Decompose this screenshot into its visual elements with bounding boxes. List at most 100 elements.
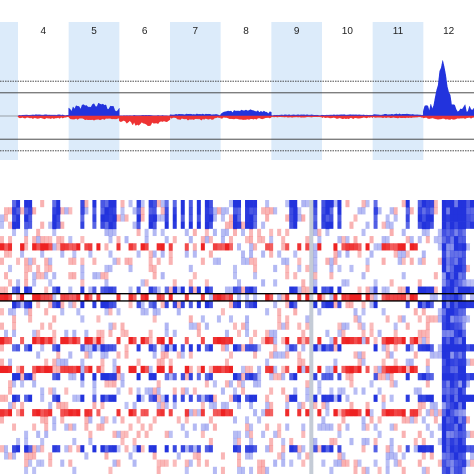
- heatmap-cell: [277, 416, 282, 424]
- heatmap-cell: [417, 409, 423, 417]
- heatmap-cell: [305, 286, 310, 295]
- heatmap-cell: [469, 365, 474, 374]
- heatmap-cell: [40, 416, 45, 424]
- heatmap-cell: [104, 358, 109, 367]
- heatmap-cell: [204, 351, 210, 359]
- heatmap-cell: [64, 250, 69, 258]
- heatmap-cell: [393, 257, 398, 266]
- heatmap-cell: [445, 466, 451, 474]
- heatmap-cell: [220, 250, 226, 258]
- heatmap-cell: [152, 250, 157, 258]
- heatmap-cell: [68, 221, 73, 230]
- heatmap-cell: [341, 351, 346, 359]
- heatmap-cell: [457, 286, 463, 295]
- heatmap-cell: [116, 344, 121, 352]
- heatmap-cell: [8, 409, 13, 417]
- heatmap-cell: [381, 365, 386, 374]
- heatmap-cell: [184, 264, 190, 273]
- heatmap-cell: [100, 293, 105, 302]
- heatmap-cell: [285, 200, 290, 208]
- heatmap-cell: [4, 257, 9, 266]
- heatmap-cell: [52, 445, 57, 453]
- heatmap-cell: [208, 416, 214, 424]
- heatmap-cell: [277, 300, 282, 309]
- heatmap-cell: [176, 452, 182, 460]
- heatmap-cell: [96, 315, 101, 323]
- heatmap-cell: [345, 200, 350, 208]
- heatmap-cell: [40, 387, 45, 395]
- heatmap-cell: [20, 373, 25, 381]
- heatmap-cell: [156, 401, 161, 410]
- heatmap-cell: [40, 221, 45, 230]
- heatmap-cell: [12, 423, 17, 432]
- heatmap-cell: [297, 286, 302, 295]
- heatmap-cell: [357, 394, 362, 403]
- heatmap-cell: [156, 250, 161, 258]
- heatmap-cell: [417, 387, 423, 395]
- heatmap-cell: [273, 264, 278, 273]
- heatmap-cell: [188, 250, 194, 258]
- heatmap-cell: [108, 430, 113, 439]
- heatmap-cell: [325, 351, 330, 359]
- heatmap-cell: [453, 452, 459, 460]
- heatmap-cell: [257, 279, 262, 287]
- heatmap-cell: [64, 228, 69, 237]
- heatmap-cell: [465, 452, 471, 460]
- heatmap-cell: [8, 452, 13, 460]
- heatmap-cell: [469, 308, 474, 316]
- heatmap-cell: [341, 228, 346, 237]
- heatmap-cell: [80, 250, 85, 258]
- heatmap-cell: [409, 394, 415, 403]
- heatmap-cell: [269, 308, 274, 316]
- heatmap-cell: [220, 300, 226, 309]
- heatmap-cell: [224, 236, 230, 244]
- band-chr-11: [372, 22, 424, 160]
- heatmap-cell: [24, 243, 29, 251]
- heatmap-cell: [160, 337, 165, 345]
- heatmap-cell: [305, 365, 310, 374]
- heatmap-cell: [341, 416, 346, 424]
- heatmap-cell: [4, 423, 9, 432]
- heatmap-cell: [8, 214, 13, 222]
- heatmap-cell: [445, 409, 451, 417]
- heatmap-cell: [104, 430, 109, 439]
- heatmap-cell: [285, 466, 290, 474]
- heatmap-cell: [204, 221, 210, 230]
- heatmap-cell: [68, 452, 73, 460]
- heatmap-cell: [216, 286, 222, 295]
- heatmap-cell: [12, 416, 17, 424]
- heatmap-cell: [241, 394, 246, 403]
- heatmap-cell: [461, 315, 467, 323]
- heatmap-cell: [381, 437, 386, 446]
- heatmap-cell: [333, 344, 338, 352]
- heatmap-cell: [365, 452, 370, 460]
- heatmap-cell: [461, 358, 467, 367]
- heatmap-cell: [212, 272, 218, 280]
- heatmap-cell: [361, 452, 366, 460]
- heatmap-cell: [212, 243, 218, 251]
- heatmap-cell: [180, 358, 186, 367]
- heatmap-cell: [88, 416, 93, 424]
- heatmap-cell: [305, 214, 310, 222]
- heatmap-cell: [120, 315, 125, 323]
- heatmap-cell: [277, 207, 282, 215]
- heatmap-cell: [313, 250, 318, 258]
- heatmap-cell: [429, 401, 435, 410]
- heatmap-cell: [285, 365, 290, 374]
- heatmap-cell: [176, 430, 182, 439]
- heatmap-cell: [68, 264, 73, 273]
- heatmap-cell: [429, 344, 435, 352]
- heatmap-cell: [353, 272, 358, 280]
- heatmap-cell: [281, 365, 286, 374]
- heatmap-cell: [329, 409, 334, 417]
- heatmap-cell: [176, 207, 182, 215]
- heatmap-cell: [305, 315, 310, 323]
- heatmap-cell: [160, 207, 165, 215]
- heatmap-cell: [60, 430, 65, 439]
- heatmap-cell: [192, 308, 198, 316]
- heatmap-cell: [136, 329, 141, 338]
- heatmap-cell: [293, 423, 298, 432]
- heatmap-cell: [52, 337, 57, 345]
- heatmap-cell: [449, 286, 455, 295]
- heatmap-cell: [293, 214, 298, 222]
